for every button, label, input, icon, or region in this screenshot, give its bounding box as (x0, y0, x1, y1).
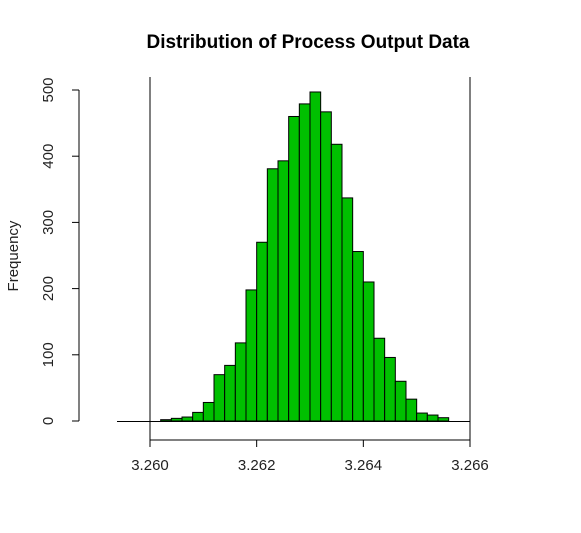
histogram-bar (384, 356, 396, 422)
histogram-bar (160, 419, 172, 422)
histogram-bar (256, 241, 268, 422)
histogram-bar (224, 364, 236, 422)
histogram-bar (181, 416, 194, 422)
histogram-bar (266, 168, 279, 422)
histogram-bar (341, 197, 354, 422)
y-axis: 0 100 200 300 400 500 (40, 77, 80, 425)
x-tick-label: 3.260 (131, 457, 169, 474)
y-tick-label: 500 (40, 77, 57, 102)
histogram-bar (245, 289, 258, 422)
x-tick-label: 3.264 (345, 457, 383, 474)
y-tick-label: 200 (40, 276, 57, 301)
histogram-bar (373, 337, 386, 422)
histogram-bar (437, 417, 450, 422)
histogram-bar (416, 412, 428, 422)
histogram-bar (405, 398, 418, 422)
histogram-bar (202, 401, 215, 422)
plot-frame (117, 77, 471, 440)
y-tick-label: 0 (40, 417, 57, 425)
histogram-bar (192, 411, 204, 422)
y-tick-label: 100 (40, 342, 57, 367)
histogram-bar (213, 374, 226, 422)
histogram-bar (234, 342, 247, 422)
x-tick-label: 3.262 (238, 457, 276, 474)
histogram-bars (160, 91, 450, 422)
histogram-bar (426, 414, 439, 422)
histogram-bar (309, 91, 322, 422)
y-tick-label: 300 (40, 210, 57, 235)
histogram-bar (394, 380, 407, 422)
x-axis: 3.260 3.262 3.264 3.266 (131, 439, 489, 474)
histogram-bar (277, 160, 290, 422)
histogram-bar (320, 111, 332, 422)
histogram-bar (298, 103, 311, 422)
histogram-bar (362, 281, 375, 422)
histogram-bar (288, 115, 300, 422)
chart-title: Distribution of Process Output Data (146, 32, 469, 53)
x-tick-label: 3.266 (451, 457, 489, 474)
histogram-bar (170, 417, 183, 422)
histogram-bar (330, 143, 343, 422)
y-tick-label: 400 (40, 144, 57, 169)
histogram-bar (352, 251, 364, 422)
y-axis-label: Frequency (5, 220, 22, 291)
